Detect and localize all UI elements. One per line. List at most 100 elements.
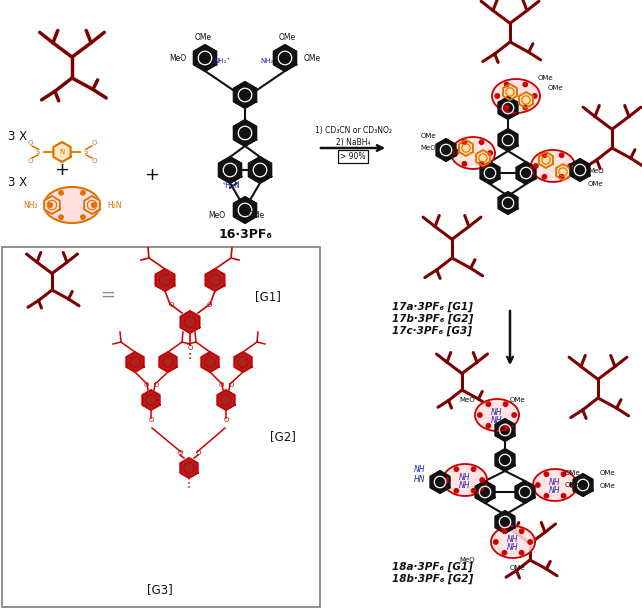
Text: O: O <box>218 382 223 388</box>
Polygon shape <box>476 150 490 166</box>
Polygon shape <box>533 469 577 501</box>
Circle shape <box>542 153 546 157</box>
Circle shape <box>59 215 64 219</box>
Text: 18b·3PF₆ [G2]: 18b·3PF₆ [G2] <box>392 574 473 585</box>
Text: O: O <box>28 140 33 146</box>
Circle shape <box>535 483 540 487</box>
Text: OMe: OMe <box>588 181 603 187</box>
Text: NH₂: NH₂ <box>23 201 38 209</box>
Text: OMe: OMe <box>565 482 580 488</box>
Polygon shape <box>194 45 216 71</box>
Text: MeO: MeO <box>208 211 225 220</box>
Text: O: O <box>28 158 33 164</box>
Text: 1) CD₃CN or CD₃NO₂: 1) CD₃CN or CD₃NO₂ <box>315 126 392 135</box>
Text: O: O <box>223 417 229 423</box>
Circle shape <box>92 203 96 207</box>
Text: OMe: OMe <box>510 397 526 403</box>
Circle shape <box>81 215 85 219</box>
Circle shape <box>462 161 467 166</box>
Polygon shape <box>476 481 494 503</box>
Text: 3 X: 3 X <box>8 176 27 189</box>
Circle shape <box>502 529 507 534</box>
Circle shape <box>59 190 64 195</box>
Text: O: O <box>206 302 212 308</box>
Polygon shape <box>539 152 553 168</box>
Polygon shape <box>202 352 219 372</box>
Text: =: = <box>101 286 116 304</box>
Polygon shape <box>234 120 256 146</box>
Text: MeO: MeO <box>421 145 436 151</box>
Circle shape <box>478 413 482 417</box>
Polygon shape <box>475 399 519 431</box>
Text: O: O <box>195 450 201 456</box>
Text: NH: NH <box>550 478 560 486</box>
Text: NH: NH <box>459 481 471 489</box>
Circle shape <box>505 82 509 87</box>
Polygon shape <box>53 142 71 162</box>
Polygon shape <box>273 45 296 71</box>
Polygon shape <box>498 97 517 119</box>
Text: NH: NH <box>459 473 471 481</box>
Polygon shape <box>556 164 570 180</box>
Circle shape <box>534 164 538 168</box>
Polygon shape <box>459 140 473 156</box>
Text: NH: NH <box>413 465 425 474</box>
Circle shape <box>544 472 549 476</box>
Text: 2) NaBH₄: 2) NaBH₄ <box>336 138 370 147</box>
Polygon shape <box>248 157 272 183</box>
Polygon shape <box>516 481 535 503</box>
Polygon shape <box>531 150 575 182</box>
Text: NH: NH <box>550 486 560 494</box>
Text: > 90%: > 90% <box>340 152 366 161</box>
Text: N: N <box>59 149 65 155</box>
Circle shape <box>570 483 575 487</box>
Text: [G2]: [G2] <box>270 430 296 443</box>
Circle shape <box>528 540 532 544</box>
Text: MeO: MeO <box>588 168 603 174</box>
Circle shape <box>455 467 458 472</box>
Circle shape <box>462 140 467 144</box>
Circle shape <box>519 551 524 555</box>
Circle shape <box>502 551 507 555</box>
Circle shape <box>532 94 537 98</box>
Circle shape <box>480 161 484 166</box>
Polygon shape <box>234 197 256 223</box>
Polygon shape <box>496 449 514 471</box>
Text: OMe: OMe <box>600 483 616 489</box>
Circle shape <box>495 94 499 98</box>
Text: O: O <box>91 140 97 146</box>
Text: S: S <box>84 149 88 155</box>
Text: O: O <box>187 345 193 351</box>
Circle shape <box>480 140 484 144</box>
Polygon shape <box>519 92 533 108</box>
Text: OMe: OMe <box>248 211 265 220</box>
Circle shape <box>544 494 549 498</box>
Circle shape <box>454 151 458 155</box>
Text: +: + <box>144 166 159 184</box>
Polygon shape <box>180 311 200 333</box>
Circle shape <box>48 203 53 207</box>
Text: MeO: MeO <box>460 397 475 403</box>
Polygon shape <box>126 352 144 372</box>
Text: [G1]: [G1] <box>255 290 281 303</box>
Text: O: O <box>91 158 97 164</box>
Text: OMe: OMe <box>600 470 616 476</box>
Polygon shape <box>155 269 175 291</box>
Text: 17a·3PF₆ [G1]: 17a·3PF₆ [G1] <box>392 302 473 313</box>
Text: S: S <box>36 149 40 155</box>
Polygon shape <box>143 390 160 410</box>
Text: O: O <box>168 302 174 308</box>
Text: O: O <box>148 417 153 423</box>
Text: OMe: OMe <box>548 85 564 91</box>
Circle shape <box>568 164 573 168</box>
Polygon shape <box>451 137 495 169</box>
Circle shape <box>542 174 546 179</box>
Text: 17b·3PF₆ [G2]: 17b·3PF₆ [G2] <box>392 314 473 324</box>
Text: OMe: OMe <box>538 75 553 81</box>
Circle shape <box>561 494 566 498</box>
Text: OMe: OMe <box>304 54 321 63</box>
Text: 16·3PF₆: 16·3PF₆ <box>218 228 272 241</box>
Polygon shape <box>437 139 456 161</box>
Circle shape <box>561 472 566 476</box>
Polygon shape <box>219 157 241 183</box>
